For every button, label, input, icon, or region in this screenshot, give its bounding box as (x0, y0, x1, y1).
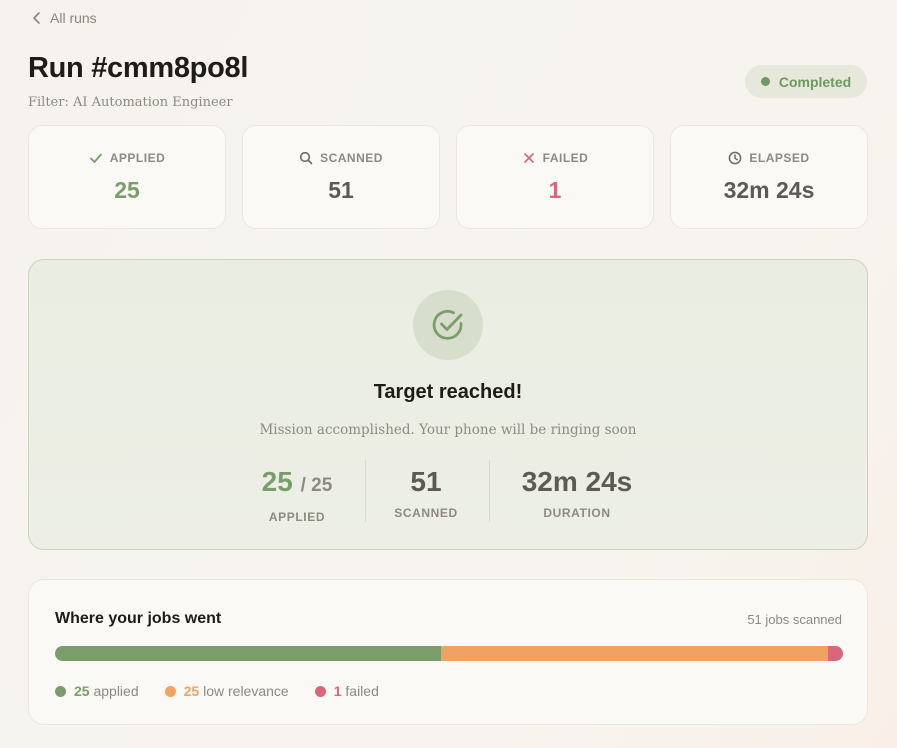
check-icon (89, 153, 102, 163)
duration-label: DURATION (543, 506, 611, 520)
applied-total: / 25 (300, 475, 333, 496)
legend-item: 25 applied (55, 683, 139, 699)
target-duration-stat: 32m 24s DURATION (507, 465, 647, 520)
legend-count: 25 (74, 683, 90, 699)
applied-count: 25 (261, 466, 293, 497)
search-icon (299, 151, 313, 164)
stat-label: ELAPSED (749, 150, 810, 165)
status-label: Completed (778, 73, 852, 90)
stat-label: SCANNED (320, 150, 383, 165)
stat-divider (489, 460, 490, 522)
stat-card-applied: APPLIED 25 (28, 125, 226, 229)
bar-segment-applied (55, 646, 442, 661)
target-message: Mission accomplished. Your phone will be… (259, 422, 637, 438)
stats-row: APPLIED 25 SCANNED 51 FAILED 1 ELAPSED 3… (28, 125, 868, 229)
target-heading: Target reached! (373, 381, 523, 403)
duration-value: 32m 24s (521, 466, 633, 497)
target-scanned-stat: 51 SCANNED (376, 465, 476, 520)
stat-card-failed: FAILED 1 (456, 125, 654, 229)
legend-dot-icon (314, 685, 326, 697)
legend-text: 25 low relevance (184, 683, 289, 699)
close-icon (523, 152, 534, 163)
breakdown-legend: 25 applied 25 low relevance 1 failed (55, 683, 379, 699)
breakdown-title: Where your jobs went (55, 610, 222, 627)
stat-value: 51 (328, 176, 354, 203)
success-badge (413, 290, 483, 360)
scanned-count: 51 (410, 466, 442, 497)
back-link-all-runs[interactable]: All runs (32, 10, 97, 26)
jobs-breakdown-card: Where your jobs went 51 jobs scanned 25 … (28, 579, 868, 725)
stat-divider (365, 460, 366, 522)
stat-value: 25 (114, 176, 140, 203)
stat-label: APPLIED (109, 150, 166, 165)
status-dot-icon (760, 77, 770, 86)
legend-dot-icon (164, 685, 176, 697)
legend-text: 25 applied (74, 683, 139, 699)
legend-count: 25 (183, 683, 200, 699)
chevron-left-icon (33, 12, 40, 24)
target-reached-panel: Target reached! Mission accomplished. Yo… (28, 259, 868, 550)
breakdown-bar (55, 646, 843, 661)
legend-count: 1 (333, 683, 342, 699)
applied-label: APPLIED (268, 510, 326, 524)
status-badge: Completed (745, 65, 867, 98)
bar-segment-failed (827, 646, 843, 661)
scanned-label: SCANNED (394, 506, 458, 520)
stat-card-elapsed: ELAPSED 32m 24s (670, 125, 868, 229)
bar-segment-low-relevance (441, 646, 828, 661)
back-link-label: All runs (50, 10, 97, 26)
breakdown-count: 51 jobs scanned (747, 612, 842, 627)
legend-label: low relevance (199, 683, 289, 699)
page-title: Run #cmm8po8l (28, 52, 249, 84)
legend-dot-icon (55, 685, 66, 697)
legend-label: failed (341, 683, 379, 699)
filter-subtitle: Filter: AI Automation Engineer (28, 95, 233, 110)
legend-item: 25 low relevance (164, 683, 289, 699)
legend-label: applied (89, 683, 139, 699)
target-applied-stat: 25 / 25 APPLIED (247, 465, 347, 524)
stat-value: 32m 24s (723, 176, 815, 203)
stat-value: 1 (548, 176, 562, 203)
stat-card-scanned: SCANNED 51 (242, 125, 440, 229)
stat-label: FAILED (542, 150, 589, 165)
clock-icon (729, 151, 742, 164)
check-circle-icon (432, 309, 463, 340)
legend-text: 1 failed (334, 683, 379, 699)
legend-item: 1 failed (314, 683, 379, 699)
